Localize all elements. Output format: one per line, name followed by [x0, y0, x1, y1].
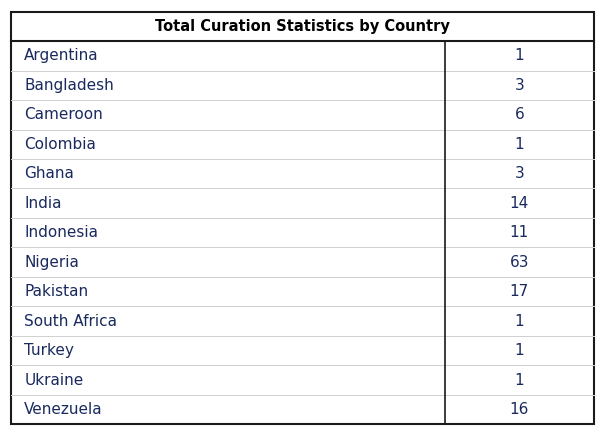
- Text: Turkey: Turkey: [24, 343, 74, 358]
- Text: 11: 11: [510, 225, 529, 240]
- Text: Pakistan: Pakistan: [24, 284, 88, 299]
- Text: Total Curation Statistics by Country: Total Curation Statistics by Country: [155, 19, 450, 34]
- Text: 6: 6: [514, 107, 525, 122]
- Text: 14: 14: [510, 196, 529, 211]
- Text: 3: 3: [514, 78, 525, 93]
- Text: Cameroon: Cameroon: [24, 107, 103, 122]
- Text: South Africa: South Africa: [24, 314, 117, 329]
- Text: Venezuela: Venezuela: [24, 402, 103, 417]
- Text: 1: 1: [515, 137, 524, 152]
- Text: Nigeria: Nigeria: [24, 254, 79, 270]
- Text: 1: 1: [515, 343, 524, 358]
- Text: Colombia: Colombia: [24, 137, 96, 152]
- Text: Argentina: Argentina: [24, 48, 99, 64]
- Text: Indonesia: Indonesia: [24, 225, 98, 240]
- Text: Ghana: Ghana: [24, 166, 74, 181]
- Text: 1: 1: [515, 48, 524, 64]
- Text: 17: 17: [510, 284, 529, 299]
- Text: 1: 1: [515, 314, 524, 329]
- Text: Ukraine: Ukraine: [24, 372, 83, 388]
- Text: 16: 16: [509, 402, 529, 417]
- Text: India: India: [24, 196, 62, 211]
- Text: Bangladesh: Bangladesh: [24, 78, 114, 93]
- Text: 1: 1: [515, 372, 524, 388]
- Text: 3: 3: [514, 166, 525, 181]
- Text: 63: 63: [509, 254, 529, 270]
